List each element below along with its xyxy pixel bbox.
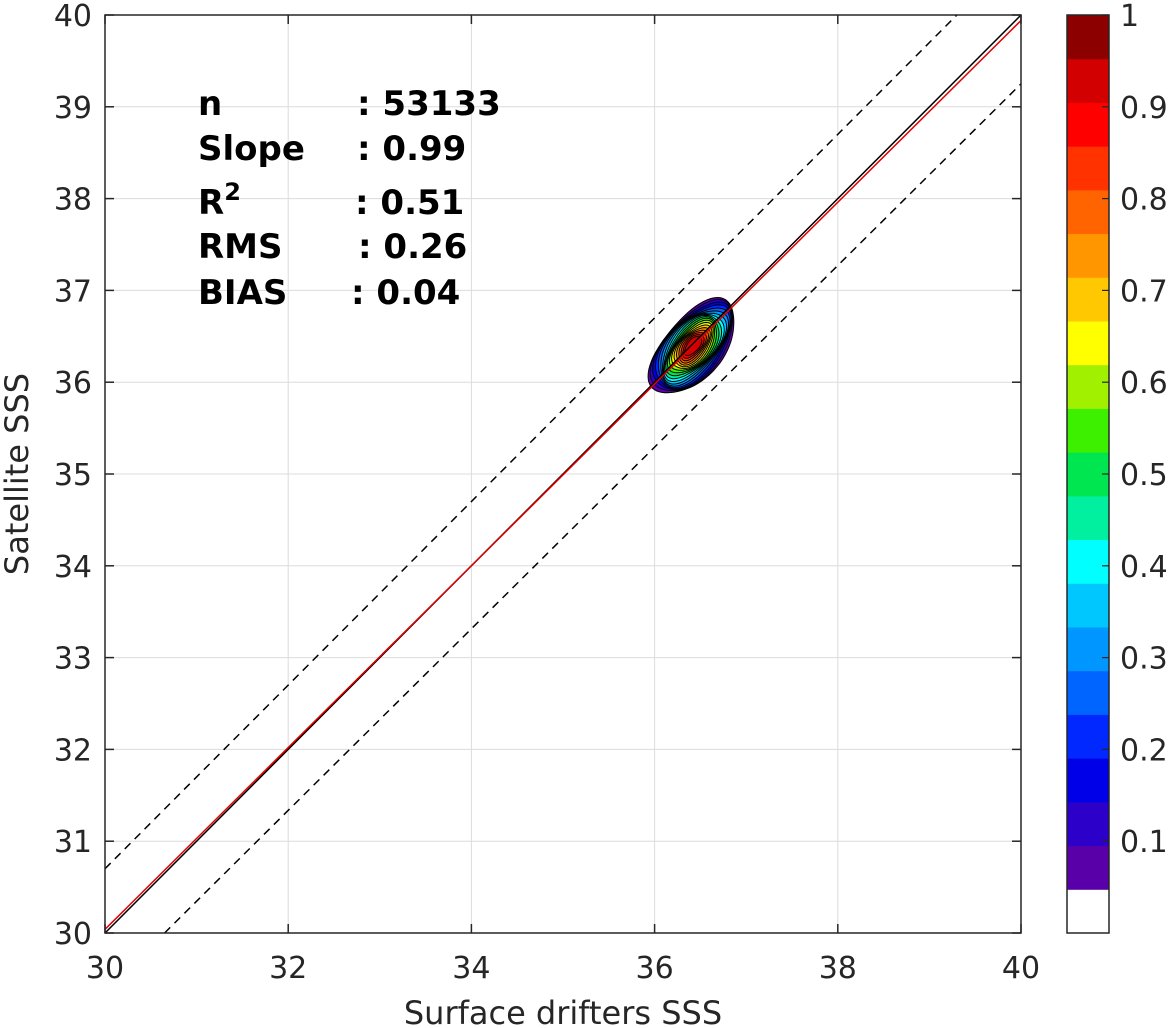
- colorbar-segment: [1067, 146, 1109, 191]
- x-tick-label: 30: [86, 951, 124, 986]
- dashed-bound-line: [105, 15, 958, 870]
- colorbar-segment: [1067, 670, 1109, 715]
- colorbar-tick-label: 0.3: [1120, 642, 1168, 677]
- colorbar-tick-label: 0.9: [1120, 91, 1168, 126]
- colorbar-segment: [1067, 15, 1109, 60]
- stat-label: BIAS: [198, 273, 287, 313]
- colorbar-segment: [1067, 408, 1109, 453]
- stat-value: : 0.51: [355, 183, 464, 223]
- colorbar-segment: [1067, 189, 1109, 235]
- y-tick-label: 34: [54, 550, 92, 585]
- colorbar-tick-label: 0.6: [1120, 366, 1168, 401]
- y-tick-label: 40: [54, 0, 92, 34]
- colorbar-segment: [1067, 321, 1109, 366]
- stat-value: : 0.26: [358, 227, 467, 267]
- stat-label: RMS: [198, 227, 283, 267]
- y-tick-label: 33: [54, 642, 92, 677]
- colorbar-segment: [1067, 233, 1109, 278]
- x-axis-label: Surface drifters SSS: [404, 994, 722, 1028]
- y-tick-labels: 30 31 32 33 34 35 36 37 38 39 40: [54, 0, 92, 952]
- colorbar: 0.1 0.2 0.3 0.4 0.5 0.6 0.7 0.8 0.9 1: [1066, 0, 1168, 934]
- colorbar-segment: [1067, 277, 1109, 322]
- colorbar-tick-label: 1: [1120, 0, 1139, 34]
- colorbar-segment: [1067, 845, 1109, 890]
- colorbar-tick-label: 0.2: [1120, 733, 1168, 768]
- colorbar-segment: [1067, 583, 1109, 628]
- colorbar-tick-label: 0.1: [1120, 825, 1168, 860]
- dashed-bound-line: [164, 83, 1021, 933]
- stat-value: : 0.99: [357, 129, 466, 169]
- x-tick-label: 32: [269, 951, 307, 986]
- colorbar-segment: [1067, 495, 1109, 541]
- y-axis-label: Satellite SSS: [0, 373, 36, 575]
- reference-lines: [105, 15, 1021, 933]
- x-tick-labels: 30 32 34 36 38 40: [86, 951, 1040, 986]
- stat-value: : 53133: [357, 84, 501, 124]
- colorbar-segment: [1067, 58, 1109, 103]
- x-tick-label: 40: [1002, 951, 1040, 986]
- y-tick-label: 32: [54, 733, 92, 768]
- colorbar-segment: [1067, 364, 1109, 409]
- y-tick-label: 30: [54, 917, 92, 952]
- x-tick-label: 38: [819, 951, 857, 986]
- colorbar-segment: [1067, 801, 1109, 847]
- stat-label: Slope: [198, 129, 305, 169]
- colorbar-segment: [1067, 889, 1109, 934]
- stat-value: : 0.04: [351, 273, 460, 313]
- colorbar-tick-label: 0.8: [1120, 183, 1168, 218]
- colorbar-segment: [1067, 539, 1109, 584]
- colorbar-segment: [1067, 102, 1109, 147]
- colorbar-segment: [1067, 627, 1109, 672]
- y-tick-label: 35: [54, 458, 92, 493]
- x-tick-label: 36: [636, 951, 674, 986]
- regression-line: [105, 19, 1021, 930]
- stat-label: n: [198, 84, 222, 124]
- axis-ticks: [104, 14, 1022, 934]
- y-tick-label: 37: [54, 274, 92, 309]
- stat-superscript: 2: [224, 178, 241, 206]
- y-tick-label: 39: [54, 91, 92, 126]
- colorbar-segment: [1067, 758, 1109, 803]
- colorbar-tick-label: 0.4: [1120, 550, 1168, 585]
- x-tick-label: 34: [452, 951, 490, 986]
- y-tick-label: 31: [54, 825, 92, 860]
- colorbar-tick-label: 0.5: [1120, 458, 1168, 493]
- y-tick-label: 38: [54, 183, 92, 218]
- colorbar-tick-label: 0.7: [1120, 274, 1168, 309]
- y-tick-label: 36: [54, 366, 92, 401]
- colorbar-segment: [1067, 714, 1109, 759]
